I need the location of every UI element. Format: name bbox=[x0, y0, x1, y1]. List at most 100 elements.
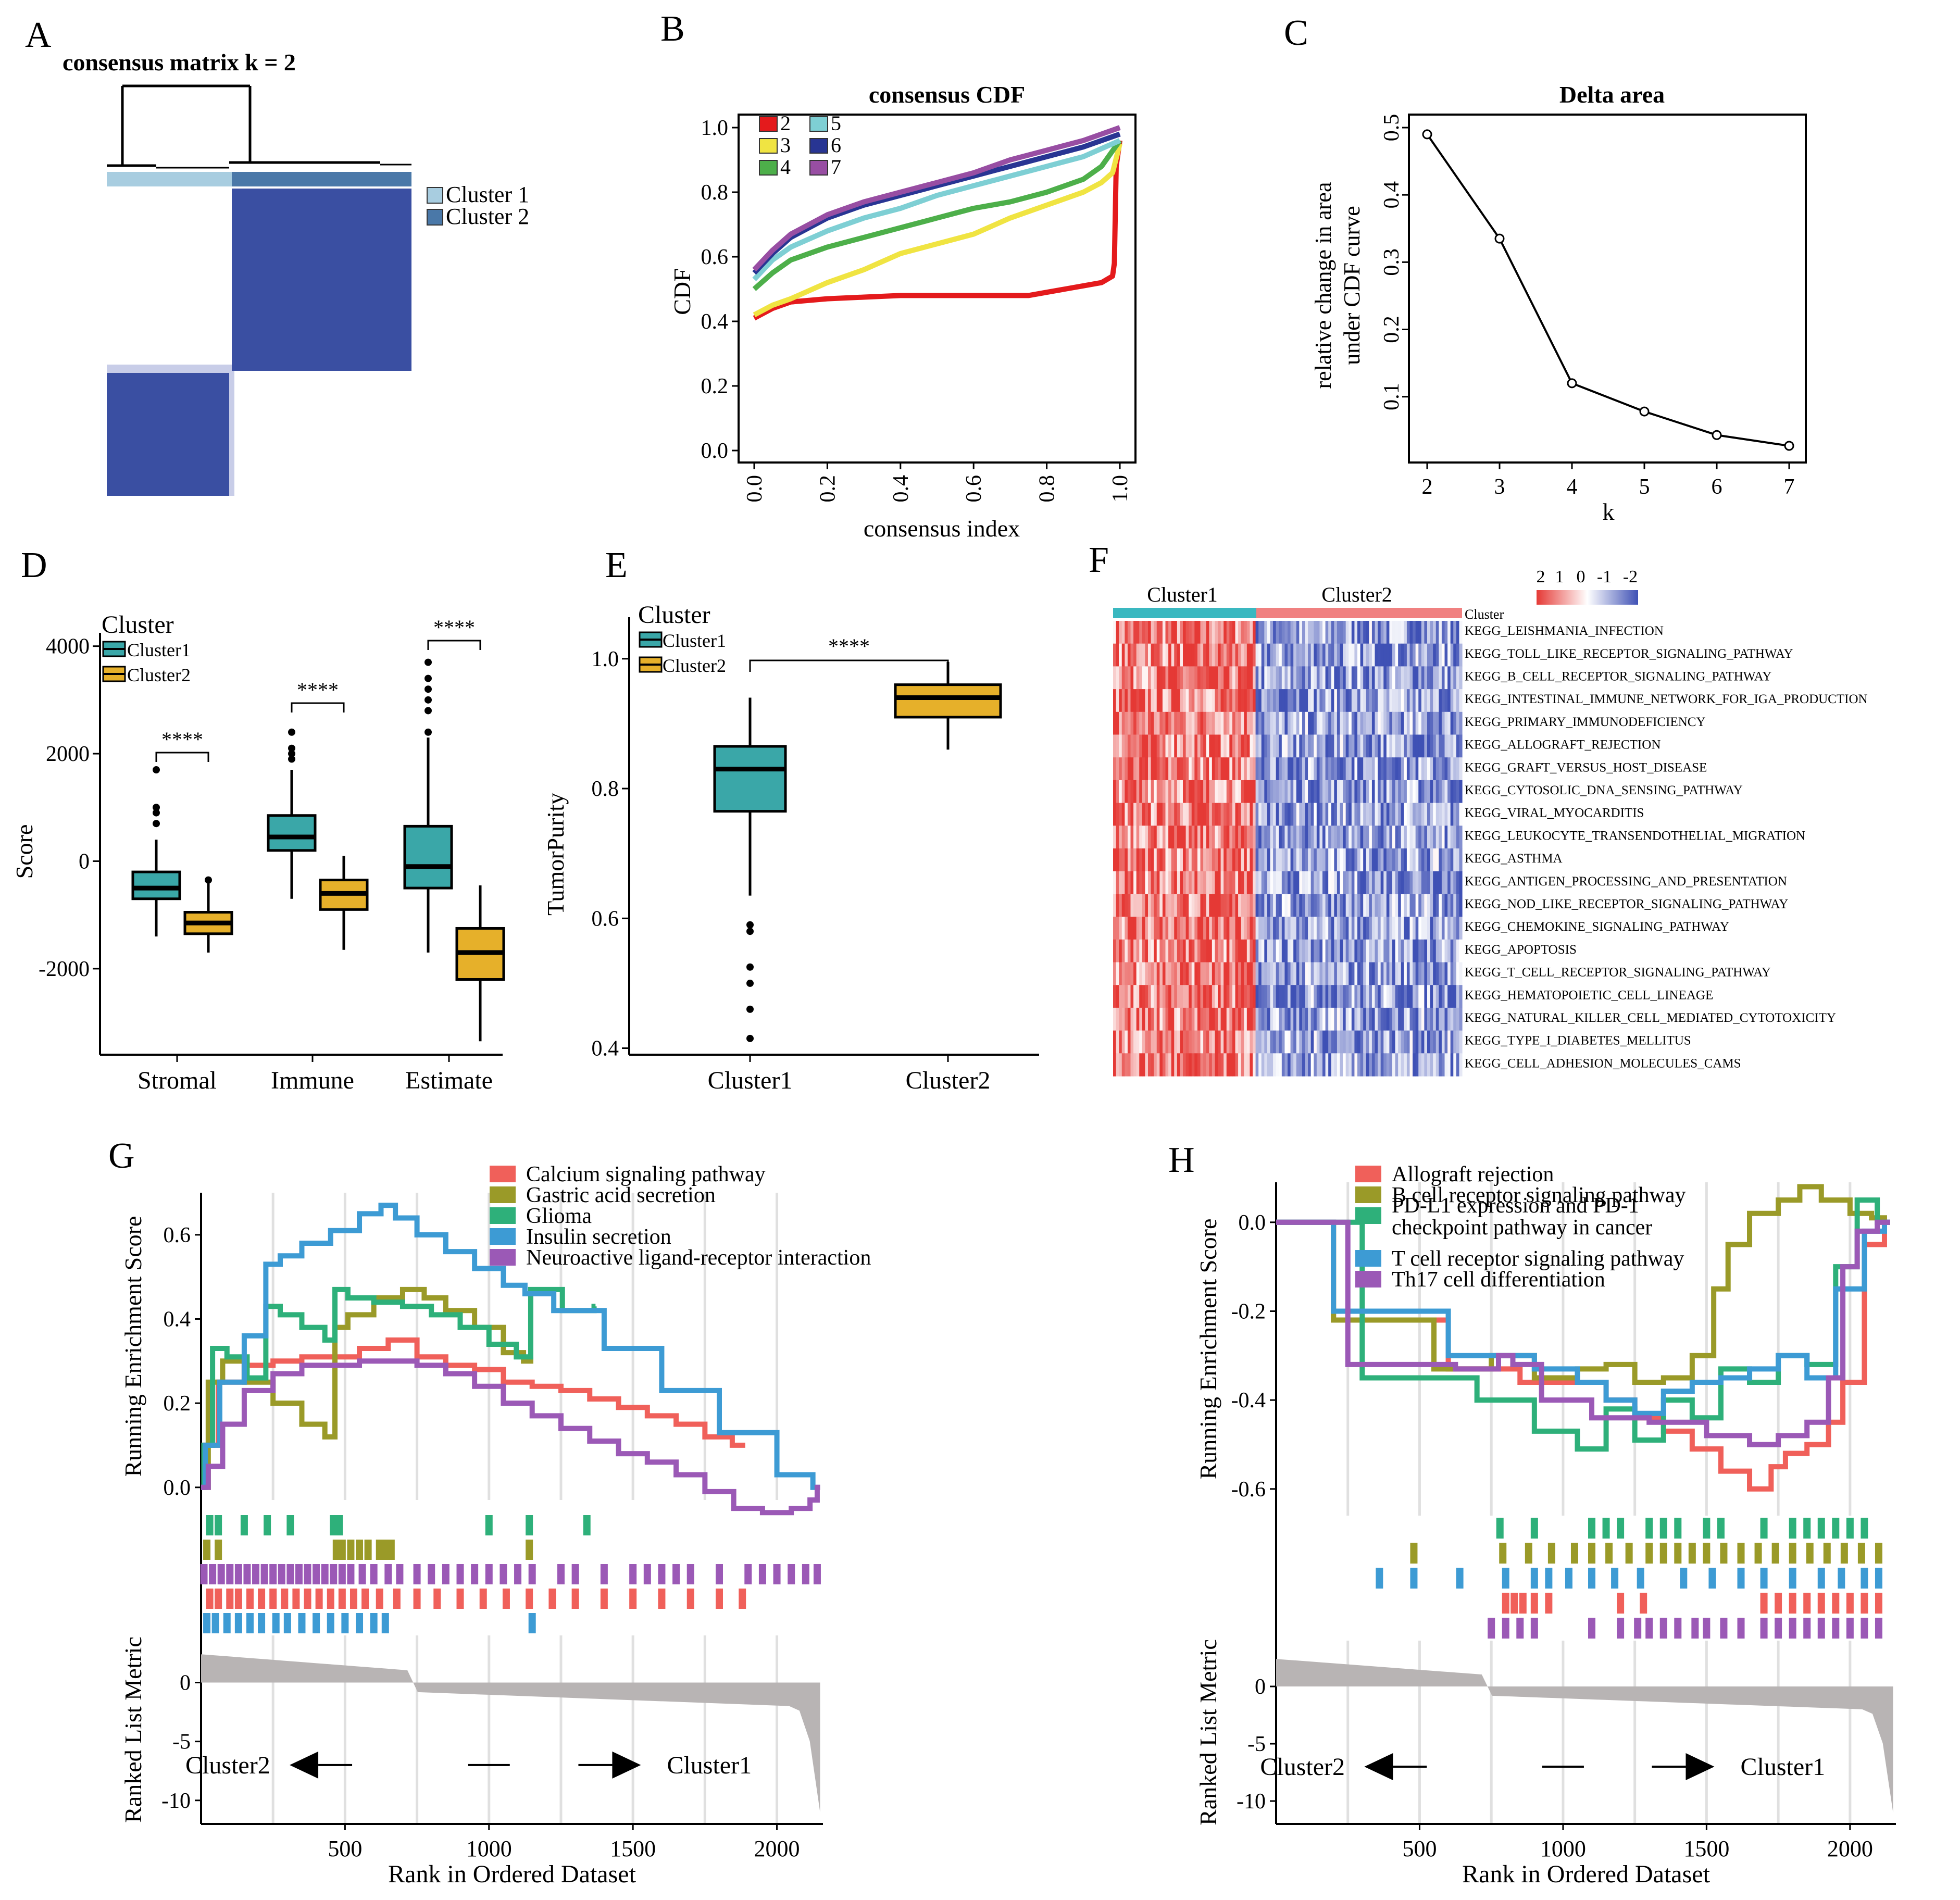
heatmap-cell bbox=[1439, 803, 1442, 826]
heatmap-cell bbox=[1334, 621, 1338, 644]
heatmap-cell bbox=[1203, 826, 1207, 849]
gene-hit-tick bbox=[1588, 1618, 1596, 1639]
heatmap-cell bbox=[1459, 894, 1463, 917]
box-estimate-cluster1-outlier bbox=[425, 674, 432, 682]
heatmap-cell bbox=[1270, 917, 1274, 940]
heatmap-cell bbox=[1279, 1030, 1282, 1054]
heatmap-cell bbox=[1224, 871, 1227, 894]
heatmap-cell bbox=[1151, 962, 1154, 985]
heatmap-cell bbox=[1343, 985, 1346, 1008]
heatmap-cell bbox=[1375, 803, 1378, 826]
heatmap-cell bbox=[1392, 803, 1396, 826]
heatmap-cell bbox=[1369, 1030, 1372, 1054]
gene-hit-tick bbox=[1775, 1618, 1782, 1639]
heatmap-cell bbox=[1427, 1030, 1431, 1054]
heatmap-cell bbox=[1142, 621, 1146, 644]
gene-hit-tick bbox=[1617, 1618, 1625, 1639]
heatmap-cell bbox=[1215, 939, 1218, 963]
box-stromal-cluster1-outlier bbox=[153, 820, 160, 828]
heatmap-cell bbox=[1238, 848, 1242, 872]
legend-swatch-k4 bbox=[759, 160, 778, 176]
heatmap-cell bbox=[1215, 780, 1218, 804]
gene-hit-tick bbox=[1840, 1543, 1848, 1564]
heatmap-cell bbox=[1383, 689, 1387, 712]
heatmap-cell bbox=[1284, 803, 1288, 826]
heatmap-cell bbox=[1220, 711, 1224, 735]
heatmap-cell bbox=[1189, 711, 1192, 735]
significance-label: **** bbox=[828, 634, 870, 658]
arrow-right-label: Cluster1 bbox=[667, 1752, 752, 1779]
heatmap-cell bbox=[1261, 962, 1265, 985]
heatmap-cell bbox=[1261, 939, 1265, 963]
heatmap-cell bbox=[1349, 803, 1352, 826]
heatmap-cell bbox=[1439, 643, 1442, 667]
heatmap-cell bbox=[1241, 871, 1244, 894]
heatmap-cell bbox=[1232, 734, 1236, 758]
heatmap-cell bbox=[1395, 962, 1399, 985]
heatmap-cell bbox=[1183, 711, 1187, 735]
gene-hit-tick bbox=[335, 1515, 343, 1535]
heatmap-cell bbox=[1343, 643, 1346, 667]
heatmap-cell bbox=[1389, 871, 1393, 894]
heatmap-cell bbox=[1415, 1053, 1419, 1077]
heatmap-cell bbox=[1113, 1007, 1117, 1031]
heatmap-cell bbox=[1125, 962, 1128, 985]
heatmap-cell bbox=[1395, 939, 1399, 963]
heatmap-cell bbox=[1130, 643, 1134, 667]
heatmap-cell bbox=[1206, 689, 1209, 712]
heatmap-cell bbox=[1218, 1007, 1221, 1031]
heatmap-cell bbox=[1241, 985, 1244, 1008]
heatmap-cell bbox=[1401, 848, 1404, 872]
heatmap-cell bbox=[1168, 917, 1172, 940]
heatmap-cell bbox=[1191, 1030, 1195, 1054]
heatmap-cell bbox=[1159, 780, 1163, 804]
y-tick-label: -0.2 bbox=[1231, 1299, 1266, 1323]
heatmap-cell bbox=[1404, 643, 1407, 667]
heatmap-cell bbox=[1375, 1007, 1378, 1031]
heatmap-cell bbox=[1121, 939, 1125, 963]
heatmap-cell bbox=[1121, 871, 1125, 894]
heatmap-cell bbox=[1450, 894, 1454, 917]
heatmap-cell bbox=[1258, 1030, 1262, 1054]
heatmap-cell bbox=[1244, 803, 1247, 826]
heatmap-cell bbox=[1293, 871, 1297, 894]
heatmap-cell bbox=[1264, 848, 1268, 872]
heatmap-cell bbox=[1127, 894, 1131, 917]
heatmap-cell bbox=[1328, 962, 1332, 985]
heatmap-cell bbox=[1424, 734, 1428, 758]
heatmap-cell bbox=[1212, 643, 1216, 667]
heatmap-cell bbox=[1371, 871, 1376, 894]
box-cluster1-outlier bbox=[746, 1005, 754, 1013]
heatmap-cell bbox=[1314, 1007, 1317, 1031]
heatmap-cell bbox=[1241, 1053, 1244, 1077]
heatmap-cell bbox=[1130, 689, 1134, 712]
heatmap-cell bbox=[1453, 780, 1457, 804]
heatmap-cell bbox=[1357, 1030, 1361, 1054]
heatmap-cell bbox=[1276, 1030, 1279, 1054]
heatmap-cell bbox=[1197, 711, 1201, 735]
heatmap-cell bbox=[1308, 917, 1312, 940]
heatmap-cell bbox=[1197, 689, 1201, 712]
heatmap-cell bbox=[1378, 711, 1381, 735]
heatmap-cell bbox=[1453, 621, 1457, 644]
heatmap-cell bbox=[1212, 689, 1216, 712]
significance-bracket bbox=[155, 752, 209, 762]
heatmap-cell bbox=[1113, 939, 1117, 963]
heatmap-cell bbox=[1113, 917, 1117, 940]
heatmap-cell bbox=[1435, 666, 1439, 690]
gene-hit-tick bbox=[234, 1613, 242, 1633]
heatmap-row-cells bbox=[1113, 894, 1463, 917]
heatmap-cell bbox=[1116, 917, 1119, 940]
heatmap-cell bbox=[1447, 1053, 1451, 1077]
y-axis-label-line2: under CDF curve bbox=[1339, 206, 1365, 365]
heatmap-cell bbox=[1369, 826, 1372, 849]
heatmap-cell bbox=[1133, 780, 1137, 804]
heatmap-cell bbox=[1360, 962, 1364, 985]
heatmap-cell bbox=[1226, 985, 1230, 1008]
heatmap-cell bbox=[1281, 1053, 1285, 1077]
heatmap-cell bbox=[1203, 985, 1207, 1008]
legend-label-cluster1: Cluster1 bbox=[127, 640, 191, 660]
heatmap-cell bbox=[1360, 1007, 1364, 1031]
gene-hit-tick bbox=[1861, 1568, 1868, 1589]
heatmap-cell bbox=[1284, 985, 1288, 1008]
